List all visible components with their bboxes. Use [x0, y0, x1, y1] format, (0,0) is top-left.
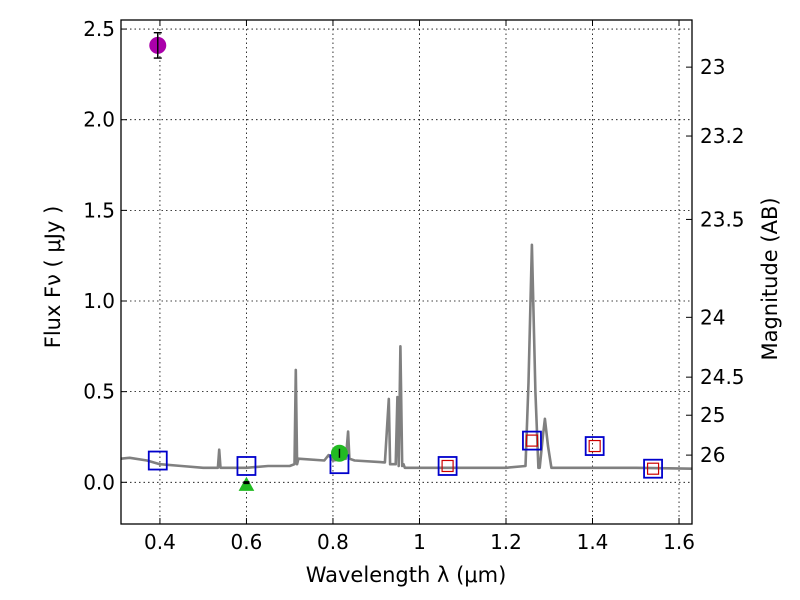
model-photometry-marker [147, 450, 168, 471]
x-axis-label: Wavelength λ (μm) [306, 563, 507, 587]
x-tick-label: 0.4 [144, 530, 176, 554]
y2-axis-ticks: 23 23.2 23.5 24 24.5 25 26 [686, 55, 745, 467]
x-tick-label: 0.6 [231, 530, 263, 554]
model-photometry-marker [236, 456, 257, 476]
y2-axis-label: Magnitude (AB) [758, 197, 782, 360]
observed-photometry-marker [646, 462, 660, 475]
observed-photometry-marker [441, 459, 454, 473]
plot-frame [120, 19, 693, 525]
observed-photometry-marker [525, 434, 539, 447]
spectrum-line [120, 243, 693, 470]
y2-tick-label: 24.5 [700, 365, 745, 389]
model-photometry-marker [584, 436, 605, 456]
y-tick-label: 2.5 [83, 17, 115, 41]
y2-tick-label: 23.5 [700, 207, 745, 231]
y-axis-label: Flux Fν ( μJy ) [41, 206, 65, 349]
y-tick-label: 1.5 [83, 198, 115, 222]
y-tick-label: 0.0 [83, 470, 115, 494]
x-tick-label: 1.2 [490, 530, 522, 554]
x-tick-label: 1 [413, 530, 426, 554]
upper-limit-dot [243, 481, 250, 485]
y2-tick-label: 26 [700, 443, 725, 467]
y-tick-label: 0.5 [83, 380, 115, 404]
model-photometry-marker [643, 458, 663, 479]
model-photometry-marker [522, 430, 542, 451]
x-tick-label: 1.4 [577, 530, 609, 554]
y2-tick-label: 24 [700, 305, 725, 329]
y2-tick-label: 23.2 [700, 124, 745, 148]
y2-tick-label: 25 [700, 403, 725, 427]
observed-photometry-marker [588, 439, 601, 453]
y-tick-label: 1.0 [83, 289, 115, 313]
grid-lines [121, 20, 692, 524]
spectrum-layer [120, 243, 693, 470]
y-axis-ticks: 0.0 0.5 1.0 1.5 2.0 2.5 [83, 17, 127, 494]
x-tick-label: 1.6 [663, 530, 695, 554]
model-photometry-marker [437, 456, 458, 476]
x-tick-label: 0.8 [317, 530, 349, 554]
y2-tick-label: 23 [700, 55, 725, 79]
y-tick-label: 2.0 [83, 108, 115, 132]
x-axis-ticks: 0.4 0.6 0.8 1 1.2 1.4 1.6 [144, 20, 695, 554]
markers-layer [147, 31, 663, 491]
